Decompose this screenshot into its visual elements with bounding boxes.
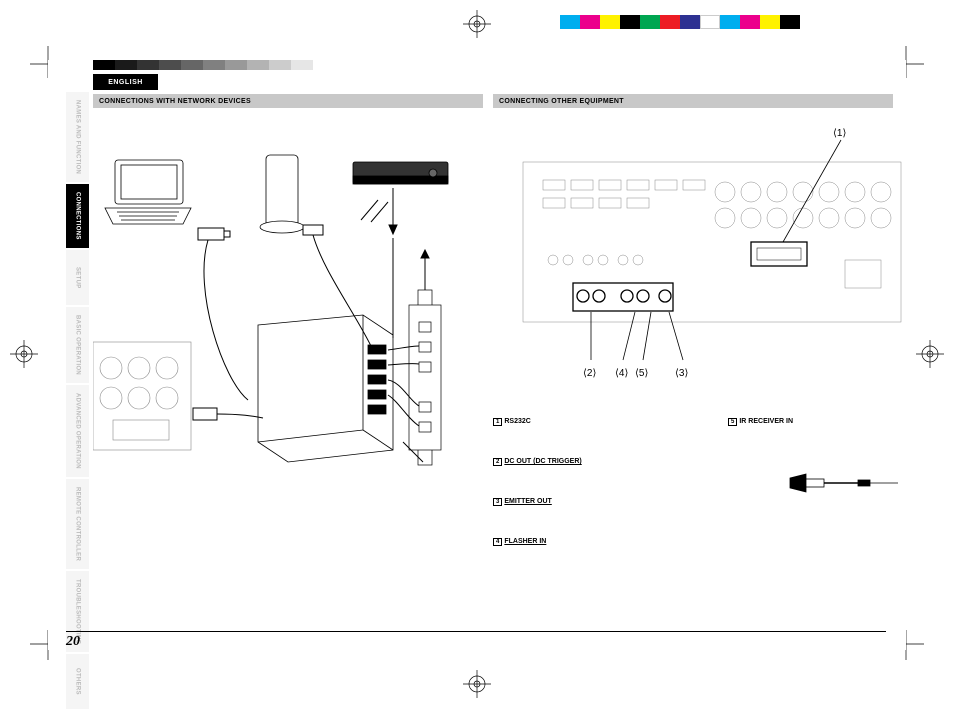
sidetab-others: OTHERS — [66, 654, 89, 709]
label-ir-receiver: 5IR RECEIVER IN — [728, 418, 793, 426]
color-swatches — [560, 15, 800, 29]
callout-5: ⟨5⟩ — [635, 368, 648, 379]
side-tabs: NAMES AND FUNCTION CONNECTIONS SETUP BAS… — [66, 92, 89, 711]
sidetab-basic: BASIC OPERATION — [66, 307, 89, 383]
gray-swatches — [93, 60, 313, 70]
rear-panel-svg — [493, 120, 903, 420]
page-rule — [66, 631, 886, 632]
label-emitter: 3EMITTER OUT — [493, 498, 582, 506]
callout-3: ⟨3⟩ — [675, 368, 688, 379]
callout-2: ⟨2⟩ — [583, 368, 596, 379]
labels-right-col: 5IR RECEIVER IN — [728, 418, 793, 458]
sidetab-advanced: ADVANCED OPERATION — [66, 385, 89, 477]
label-flasher: 4FLASHER IN — [493, 538, 582, 546]
label-rs232c: 1RS232C — [493, 418, 582, 426]
page: ENGLISH NAMES AND FUNCTION CONNECTIONS S… — [48, 60, 906, 650]
language-tab: ENGLISH — [93, 74, 158, 90]
sidetab-names: NAMES AND FUNCTION — [66, 92, 89, 182]
sidetab-connections: CONNECTIONS — [66, 184, 89, 248]
ir-plug-drawing — [788, 468, 898, 498]
network-diagram — [93, 150, 483, 490]
section-header-right: CONNECTING OTHER EQUIPMENT — [493, 94, 893, 108]
callout-4: ⟨4⟩ — [615, 368, 628, 379]
rear-panel-diagram: ⟨1⟩ — [493, 120, 898, 410]
section-header-left: CONNECTIONS WITH NETWORK DEVICES — [93, 94, 483, 108]
callout-1: ⟨1⟩ — [833, 128, 846, 139]
sidetab-remote: REMOTE CONTROLLER — [66, 479, 89, 569]
network-diagram-svg — [93, 150, 483, 490]
label-dcout: 2DC OUT (DC TRIGGER) — [493, 458, 582, 466]
sidetab-setup: SETUP — [66, 250, 89, 305]
labels-left-col: 1RS232C 2DC OUT (DC TRIGGER) 3EMITTER OU… — [493, 418, 582, 578]
page-number: 20 — [66, 634, 80, 650]
